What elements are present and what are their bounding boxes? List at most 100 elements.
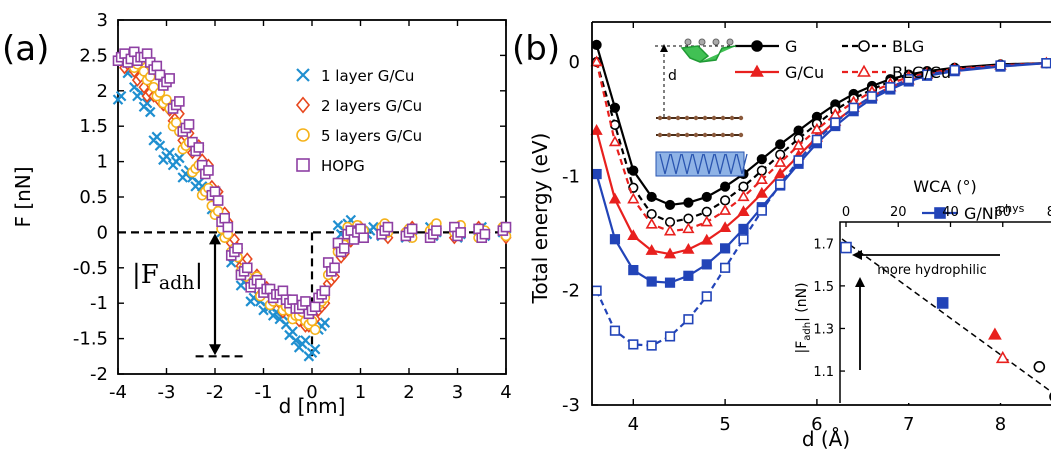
inset-plot: 0 20 40 60 80 1.1 1.3 1.5 1.7 WCA (°) |Fadh| (nN) m… [794,177,1051,403]
series-point [608,192,622,204]
panel-b-ticks: 4 5 6 7 8 -3 -2 -1 0 [562,22,1006,435]
series-point [1041,58,1051,69]
series-point [591,168,602,180]
series-line [595,62,1047,284]
series-point [755,186,768,198]
series-point [627,229,640,241]
series-point [682,222,695,234]
x-tick-label: 4 [628,414,639,435]
hydrophilic-label: more hydrophilic [877,263,986,278]
data-point [209,186,221,197]
substrate-lattice [681,153,693,175]
series-point [737,205,750,217]
data-point [358,232,369,244]
data-point [382,221,394,233]
inset-x-tick-label: 80 [1047,205,1051,220]
legend-marker [295,96,311,114]
inset-x-tick-label: 40 [942,205,959,220]
diagram-arrow-head [660,44,668,52]
x-tick-label: 1 [355,382,366,403]
data-point [222,221,234,233]
series-point [737,190,750,202]
adhesion-arrow-head-up [209,233,221,245]
legend-marker [751,40,763,52]
data-point [193,142,205,153]
data-point [287,326,298,337]
graphene-atom [720,115,726,121]
series-line [595,61,1047,233]
series-point [700,215,713,227]
inset-trend-line [841,238,1051,393]
x-tick-label: 7 [903,414,914,435]
series-point [590,124,603,135]
panel-b-series [590,39,1051,351]
series-point [792,138,805,150]
x-tick-label: 3 [452,382,463,403]
x-tick-label: 8 [995,414,1006,435]
substrate-lattice [725,153,737,175]
series-point [683,270,694,281]
series-point [701,259,712,270]
legend-marker [858,40,870,52]
series-point [609,234,621,245]
legend-label: 5 layers G/Cu [321,127,422,145]
series-point [700,233,713,245]
y-tick-label: 0 [97,222,108,243]
inset-point [936,297,949,309]
graphene-atom [702,115,708,121]
y-tick-label: 0.5 [79,187,108,208]
graphene-atom [693,115,699,121]
legend-marker [296,158,310,172]
x-tick-label: -3 [158,382,176,403]
legend-label: BLG/Cu [892,63,951,82]
series-point [866,91,878,102]
y-tick-label: 1.5 [79,116,108,137]
series-point [830,117,841,128]
structure-diagram: d [655,38,748,177]
series-point [774,156,787,167]
data-point [154,140,166,151]
data-point [319,317,331,328]
data-point [338,243,350,254]
series-point [848,102,859,113]
y-tick-label: -1.5 [73,329,108,350]
graphene-atom [729,132,735,138]
series-line [595,62,1047,347]
graphene-atom [666,132,672,138]
series-point [683,213,694,224]
panel-a-points [112,46,512,362]
panel-a-label: (a) [2,29,49,69]
series-point [720,195,731,206]
data-point [164,147,175,159]
molecule-atom [684,38,692,46]
data-point [174,152,185,164]
series-point [628,165,639,176]
data-point [455,227,466,238]
panel-a-y-axis-label: F [nN] [11,166,35,227]
inset-y-tick-label: 1.7 [813,237,834,252]
x-tick-label: 4 [500,382,511,403]
x-tick-label: 2 [403,382,414,403]
series-point [701,191,712,203]
graphene-atom [675,115,681,121]
data-point [115,90,127,102]
series-point [738,181,749,192]
series-point [811,134,823,145]
inset-background [840,222,1051,403]
legend-marker [750,64,764,77]
inset-point [995,350,1010,364]
series-point [590,55,603,67]
inset-point [988,327,1002,340]
legend-label: 2 layers G/Cu [321,97,422,115]
panel-a-guides [118,231,506,358]
panel-b-label: (b) [512,29,560,69]
series-point [645,217,658,229]
series-point [720,181,731,192]
data-point [329,262,340,274]
legend-label: 1 layer G/Cu [321,67,414,85]
panel-b-y-axis-label: Total energy (eV) [528,133,552,305]
y-tick-label: -1 [90,293,108,314]
series-point [628,264,639,276]
series-point [591,285,602,296]
graphene-atom [711,115,717,121]
